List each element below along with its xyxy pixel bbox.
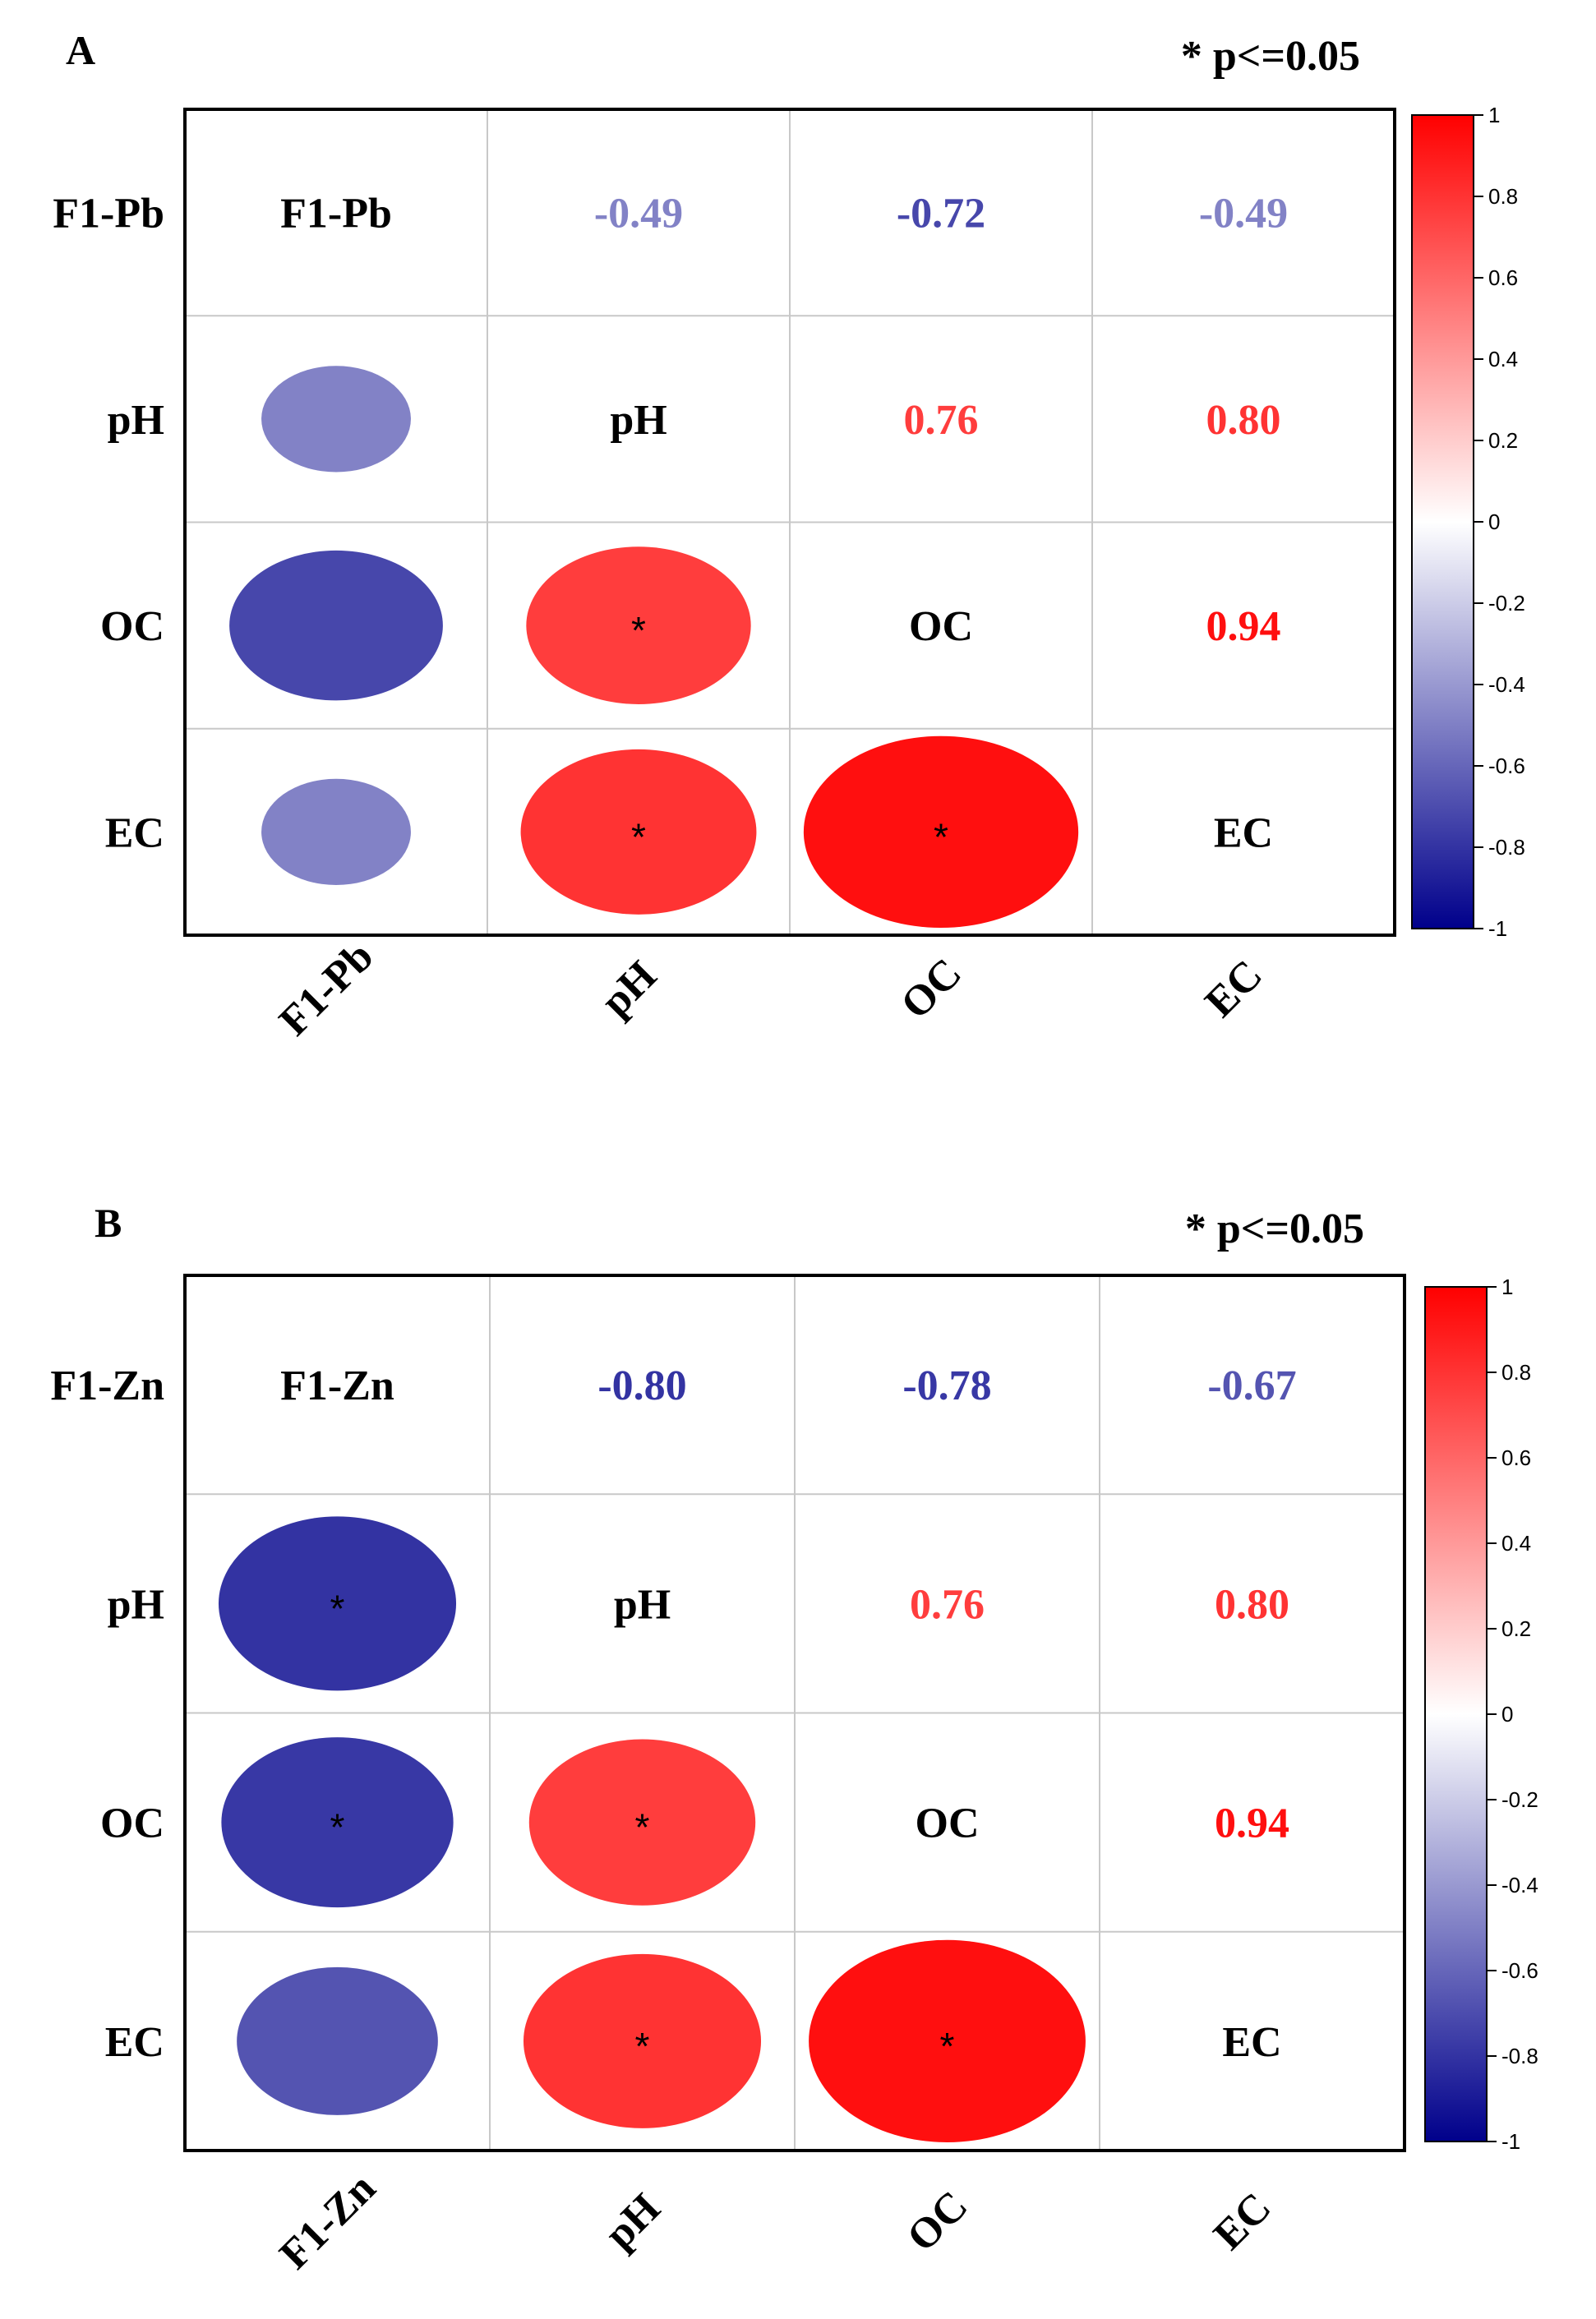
significance-star: * xyxy=(330,1587,345,1630)
column-tick-label: EC xyxy=(1197,952,1271,1026)
correlation-circle xyxy=(528,1739,756,1906)
diagonal-label: pH xyxy=(614,1581,671,1628)
diagonal-label: OC xyxy=(916,1800,980,1847)
column-tick-label: F1-Zn xyxy=(271,2165,385,2278)
diagonal-label: F1-Zn xyxy=(280,1362,394,1409)
column-tick-label: pH xyxy=(593,952,666,1026)
significance-star: * xyxy=(934,815,948,858)
correlation-circle xyxy=(526,546,751,704)
colorbar-tick-label: 0 xyxy=(1488,509,1500,534)
colorbar xyxy=(1411,114,1474,929)
column-tick-label: OC xyxy=(893,950,971,1028)
colorbar-tick-label: -0.2 xyxy=(1488,591,1525,615)
colorbar-tick-label: -0.6 xyxy=(1488,754,1525,778)
correlation-circle xyxy=(261,778,411,886)
diagonal-label: EC xyxy=(1222,2019,1281,2066)
correlation-circle xyxy=(237,1966,438,2115)
correlation-circle xyxy=(803,735,1079,929)
colorbar-tick-label: 0 xyxy=(1501,1702,1513,1727)
panel-label: A xyxy=(66,27,95,73)
colorbar-tick-label: -0.8 xyxy=(1488,835,1525,860)
colorbar-tick-label: 0.6 xyxy=(1488,265,1518,290)
colorbar-tick-label: 0.8 xyxy=(1501,1360,1531,1385)
correlation-value-label: 0.76 xyxy=(904,397,979,444)
column-tick-label: OC xyxy=(898,2183,976,2261)
significance-note: * p<=0.05 xyxy=(1185,1206,1364,1252)
diagonal-label: pH xyxy=(610,397,667,444)
diagonal-label: OC xyxy=(909,603,973,650)
correlation-circle xyxy=(523,1953,762,2128)
colorbar-tick-label: 0.4 xyxy=(1501,1531,1531,1556)
correlation-circle xyxy=(218,1516,457,1691)
row-tick-label: EC xyxy=(105,2019,164,2066)
colorbar-tick-label: -0.2 xyxy=(1501,1787,1538,1812)
row-tick-label: F1-Zn xyxy=(50,1362,164,1409)
colorbar xyxy=(1424,1286,1488,2142)
colorbar-tick-label: 1 xyxy=(1501,1275,1513,1299)
colorbar-tick-label: -1 xyxy=(1488,916,1507,941)
row-tick-label: F1-Pb xyxy=(53,191,164,237)
correlation-value-label: -0.49 xyxy=(594,191,683,237)
correlation-value-label: -0.80 xyxy=(597,1362,686,1409)
row-tick-label: OC xyxy=(100,1800,164,1847)
correlation-value-label: 0.80 xyxy=(1215,1581,1289,1628)
correlation-circle xyxy=(221,1737,454,1908)
colorbar-tick-label: -0.4 xyxy=(1488,672,1525,697)
significance-star: * xyxy=(635,1806,650,1849)
correlation-value-label: -0.72 xyxy=(897,191,985,237)
correlation-value-label: -0.67 xyxy=(1207,1362,1296,1409)
significance-star: * xyxy=(631,609,646,652)
correlation-value-label: -0.78 xyxy=(902,1362,991,1409)
column-tick-label: pH xyxy=(596,2185,669,2258)
correlation-value-label: 0.94 xyxy=(1215,1800,1289,1847)
correlation-value-label: 0.80 xyxy=(1206,397,1281,444)
diagonal-label: EC xyxy=(1214,809,1273,856)
significance-star: * xyxy=(631,815,646,858)
row-tick-label: EC xyxy=(105,809,164,856)
plot-frame xyxy=(183,1274,1406,2152)
significance-star: * xyxy=(635,2025,650,2068)
row-tick-label: OC xyxy=(100,603,164,650)
correlation-circle xyxy=(520,749,757,915)
significance-note: * p<=0.05 xyxy=(1181,33,1360,80)
column-tick-label: F1-Pb xyxy=(270,933,382,1044)
correlation-value-label: 0.94 xyxy=(1206,603,1281,650)
correlation-circle xyxy=(261,366,411,473)
colorbar-tick-label: -0.4 xyxy=(1501,1873,1538,1897)
colorbar-tick-label: 0.2 xyxy=(1501,1616,1531,1641)
panel-label: B xyxy=(95,1200,122,1246)
column-tick-label: EC xyxy=(1205,2184,1280,2259)
correlation-circle xyxy=(809,1939,1086,2143)
correlation-value-label: -0.49 xyxy=(1199,191,1288,237)
correlation-value-label: 0.76 xyxy=(910,1581,985,1628)
plot-frame xyxy=(183,108,1396,937)
row-tick-label: pH xyxy=(108,1581,164,1628)
diagonal-label: F1-Pb xyxy=(280,191,392,237)
significance-star: * xyxy=(940,2025,955,2068)
colorbar-tick-label: 0.2 xyxy=(1488,428,1518,453)
colorbar-tick-label: -1 xyxy=(1501,2129,1520,2154)
colorbar-tick-label: -0.6 xyxy=(1501,1958,1538,1983)
colorbar-tick-label: -0.8 xyxy=(1501,2044,1538,2068)
row-tick-label: pH xyxy=(108,397,164,444)
colorbar-tick-label: 0.4 xyxy=(1488,347,1518,371)
significance-star: * xyxy=(330,1806,345,1849)
correlation-circle xyxy=(229,550,443,701)
colorbar-tick-label: 0.6 xyxy=(1501,1445,1531,1470)
colorbar-tick-label: 1 xyxy=(1488,103,1500,127)
colorbar-tick-label: 0.8 xyxy=(1488,184,1518,209)
